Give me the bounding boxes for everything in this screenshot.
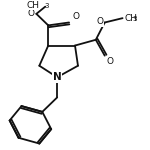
- Text: O: O: [28, 9, 35, 18]
- Text: O: O: [96, 17, 103, 26]
- Text: 3: 3: [45, 3, 49, 9]
- Text: O: O: [72, 12, 79, 21]
- Text: CH: CH: [124, 14, 137, 23]
- Text: O: O: [106, 57, 113, 66]
- Text: N: N: [53, 72, 62, 82]
- Text: 3: 3: [133, 16, 137, 22]
- Text: CH: CH: [26, 1, 39, 10]
